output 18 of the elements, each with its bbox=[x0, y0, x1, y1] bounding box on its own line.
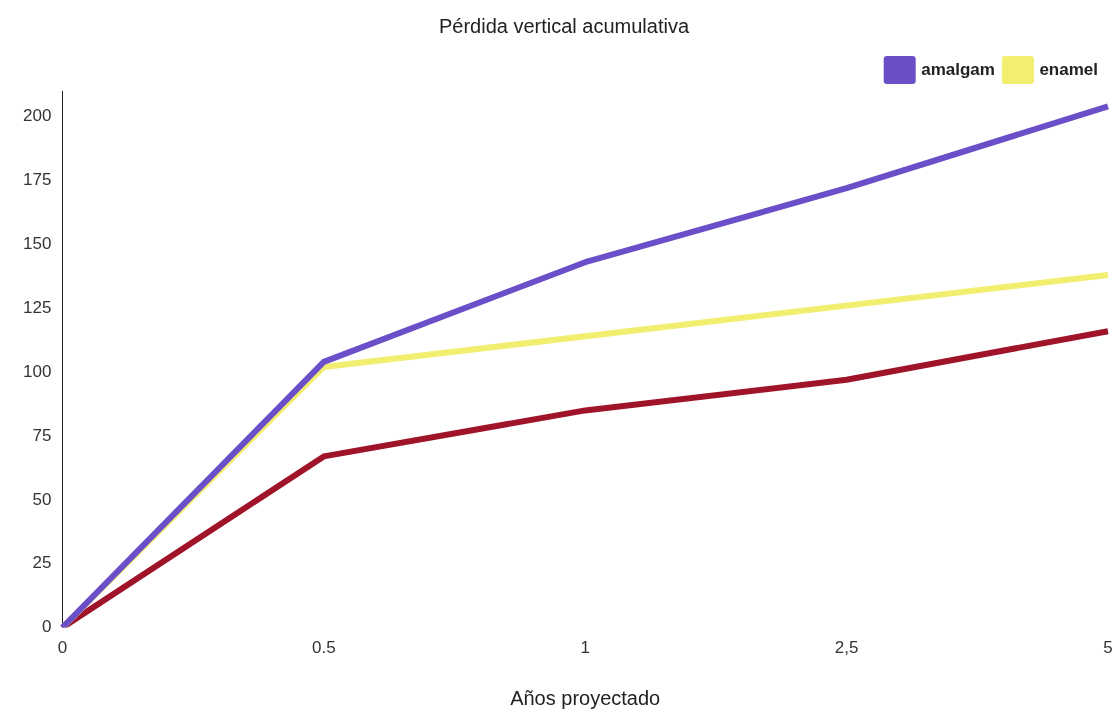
y-tick-label: 50 bbox=[32, 489, 52, 509]
y-tick-label: 150 bbox=[22, 234, 52, 253]
y-tick-label: 175 bbox=[22, 170, 52, 190]
y-tick-label: 0 bbox=[41, 617, 52, 637]
y-tick-label: 25 bbox=[32, 553, 52, 573]
x-tick-label: 0.5 bbox=[311, 638, 336, 658]
legend-label: enamel bbox=[1039, 59, 1099, 79]
x-tick-label: 1 bbox=[580, 638, 590, 658]
x-tick-label: 2,5 bbox=[834, 638, 859, 658]
x-tick-label: 0 bbox=[57, 638, 68, 658]
chart-title: Pérdida vertical acumulativa bbox=[438, 14, 690, 37]
y-tick-label: 75 bbox=[32, 425, 52, 445]
x-axis-title: Años proyectado bbox=[510, 686, 661, 709]
legend-label: amalgam bbox=[921, 59, 995, 79]
y-tick-label: 200 bbox=[22, 106, 52, 126]
y-tick-label: 100 bbox=[22, 361, 52, 381]
x-tick-label: 5 bbox=[1103, 638, 1113, 658]
y-tick-label: 125 bbox=[22, 297, 52, 317]
